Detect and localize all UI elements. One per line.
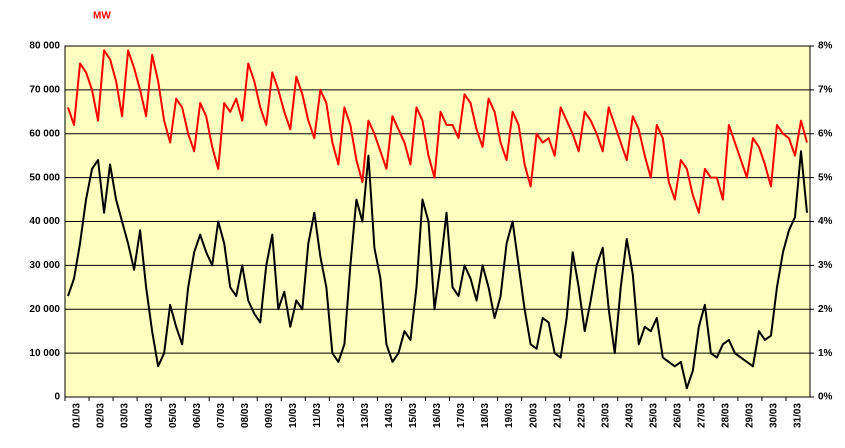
x-tick-label: 01/03 <box>72 403 83 428</box>
x-tick-label: 08/03 <box>240 403 251 428</box>
x-tick-label: 03/03 <box>120 403 131 428</box>
y-tick-label: 10 000 <box>29 348 60 359</box>
y-tick-label: 70 000 <box>29 85 60 96</box>
x-tick-label: 21/03 <box>552 403 563 428</box>
x-tick-label: 27/03 <box>696 403 707 428</box>
series-line <box>67 49 808 214</box>
y2-tick-label: 7% <box>818 85 833 96</box>
y2-tick-label: 8% <box>818 41 833 52</box>
y-axis-label: MW <box>93 11 111 22</box>
x-tick-label: 02/03 <box>96 403 107 428</box>
y-tick-label: 60 000 <box>29 128 60 139</box>
y2-tick-label: 0% <box>818 392 833 403</box>
y-tick-label: 50 000 <box>29 172 60 183</box>
x-tick-label: 15/03 <box>408 403 419 428</box>
x-tick-label: 17/03 <box>456 403 467 428</box>
y-tick-label: 80 000 <box>29 41 60 52</box>
x-tick-label: 18/03 <box>480 403 491 428</box>
y2-tick-label: 4% <box>818 216 833 227</box>
x-tick-label: 20/03 <box>528 403 539 428</box>
x-tick-label: 14/03 <box>384 403 395 428</box>
x-tick-label: 26/03 <box>672 403 683 428</box>
y2-tick-label: 1% <box>818 348 833 359</box>
y-tick-label: 30 000 <box>29 260 60 271</box>
x-tick-label: 13/03 <box>360 403 371 428</box>
x-tick-label: 24/03 <box>624 403 635 428</box>
x-tick-label: 07/03 <box>216 403 227 428</box>
series-line <box>67 150 808 390</box>
y2-tick-label: 2% <box>818 304 833 315</box>
y-tick-label: 20 000 <box>29 304 60 315</box>
y2-tick-label: 5% <box>818 172 833 183</box>
x-tick-label: 06/03 <box>192 403 203 428</box>
x-tick-label: 30/03 <box>769 403 780 428</box>
x-tick-label: 12/03 <box>336 403 347 428</box>
y-tick-label: 40 000 <box>29 216 60 227</box>
x-tick-label: 28/03 <box>721 403 732 428</box>
y2-tick-label: 6% <box>818 128 833 139</box>
x-tick-label: 09/03 <box>264 403 275 428</box>
y2-tick-label: 3% <box>818 260 833 271</box>
x-tick-label: 10/03 <box>288 403 299 428</box>
x-tick-label: 31/03 <box>793 403 804 428</box>
x-tick-label: 04/03 <box>144 403 155 428</box>
x-tick-label: 16/03 <box>432 403 443 428</box>
x-tick-label: 19/03 <box>504 403 515 428</box>
y-tick-label: 0 <box>54 392 60 403</box>
x-tick-label: 22/03 <box>576 403 587 428</box>
x-tick-label: 05/03 <box>168 403 179 428</box>
x-tick-label: 29/03 <box>745 403 756 428</box>
x-tick-label: 25/03 <box>648 403 659 428</box>
x-tick-label: 11/03 <box>312 403 323 428</box>
x-tick-label: 23/03 <box>600 403 611 428</box>
